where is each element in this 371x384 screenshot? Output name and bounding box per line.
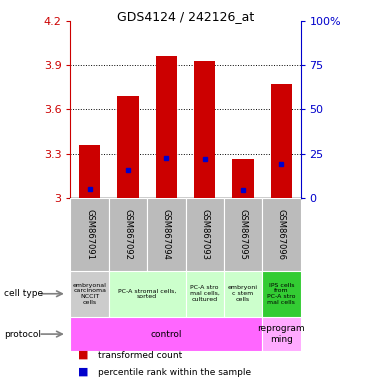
Bar: [147, 198, 186, 271]
Bar: [271, 84, 292, 198]
Text: cell type: cell type: [4, 289, 43, 298]
Text: embryoni
c stem
cells: embryoni c stem cells: [228, 285, 258, 302]
Bar: [186, 271, 224, 317]
Text: reprogram
ming: reprogram ming: [257, 324, 305, 344]
Text: GSM867096: GSM867096: [277, 209, 286, 260]
Bar: [262, 271, 301, 317]
Text: control: control: [151, 329, 182, 339]
Bar: [156, 56, 177, 198]
Bar: [70, 271, 109, 317]
Bar: [224, 198, 262, 271]
Text: PC-A stromal cells,
sorted: PC-A stromal cells, sorted: [118, 288, 176, 299]
Text: GSM867095: GSM867095: [239, 209, 247, 260]
Text: GSM867093: GSM867093: [200, 209, 209, 260]
Text: transformed count: transformed count: [98, 351, 183, 360]
Bar: [262, 198, 301, 271]
Bar: [233, 159, 253, 198]
Text: GSM867092: GSM867092: [124, 209, 132, 260]
Text: ■: ■: [78, 367, 88, 377]
Text: percentile rank within the sample: percentile rank within the sample: [98, 368, 252, 377]
Bar: [79, 145, 100, 198]
Text: IPS cells
from
PC-A stro
mal cells: IPS cells from PC-A stro mal cells: [267, 283, 296, 305]
Bar: [109, 198, 147, 271]
Text: GDS4124 / 242126_at: GDS4124 / 242126_at: [117, 10, 254, 23]
Bar: [109, 271, 186, 317]
Bar: [70, 317, 262, 351]
Text: GSM867094: GSM867094: [162, 209, 171, 260]
Bar: [186, 198, 224, 271]
Text: ■: ■: [78, 350, 88, 360]
Bar: [194, 61, 215, 198]
Text: GSM867091: GSM867091: [85, 209, 94, 260]
Bar: [262, 317, 301, 351]
Text: embryonal
carcinoma
NCCIT
cells: embryonal carcinoma NCCIT cells: [73, 283, 106, 305]
Bar: [224, 271, 262, 317]
Text: PC-A stro
mal cells,
cultured: PC-A stro mal cells, cultured: [190, 285, 220, 302]
Bar: [70, 198, 109, 271]
Bar: [118, 96, 138, 198]
Text: protocol: protocol: [4, 329, 41, 339]
